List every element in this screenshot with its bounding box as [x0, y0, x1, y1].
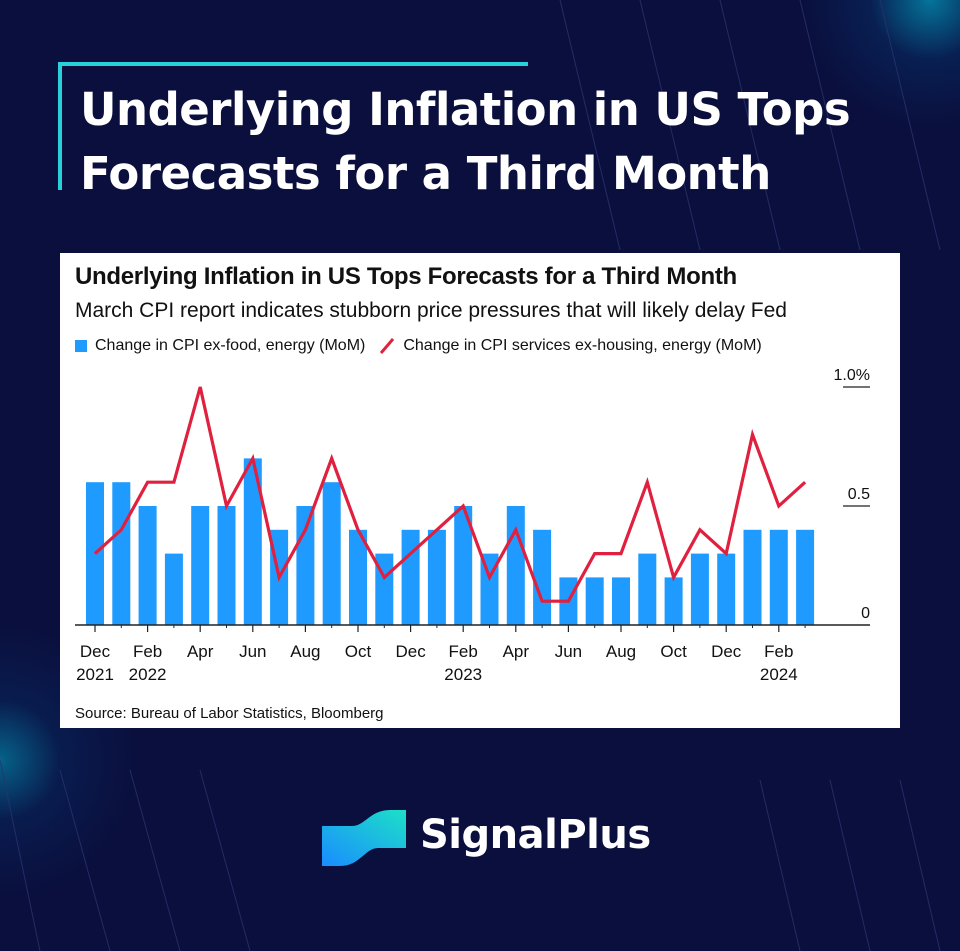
x-tick-label: Aug: [290, 642, 320, 661]
x-tick-label: Jun: [555, 642, 582, 661]
bar: [217, 506, 236, 625]
bar: [296, 506, 315, 625]
bar: [743, 529, 762, 625]
headline-frame-left: [58, 62, 62, 190]
bar: [322, 482, 341, 625]
bar: [717, 553, 736, 625]
chart-subtitle: March CPI report indicates stubborn pric…: [75, 299, 787, 322]
bar: [138, 506, 157, 625]
bar: [401, 529, 420, 625]
chart-title: Underlying Inflation in US Tops Forecast…: [75, 263, 737, 290]
bar: [533, 529, 552, 625]
bar: [612, 577, 630, 625]
headline-line-1: Underlying Inflation in US Tops: [80, 83, 851, 136]
chart-legend: Change in CPI ex-food, energy (MoM) Chan…: [75, 337, 762, 355]
chart-plot: 0 0.5 1.0% Dec 2021 Feb 2022 Apr Jun Aug Oct Dec Feb…: [75, 367, 870, 684]
bar: [769, 529, 788, 625]
x-tick-label: Feb: [133, 642, 162, 661]
y-tick-label: 0.5: [848, 486, 870, 503]
bar: [164, 553, 183, 625]
x-tick-label: Apr: [187, 642, 214, 661]
legend-bar-label: Change in CPI ex-food, energy (MoM): [95, 337, 366, 354]
x-tick-label: Apr: [503, 642, 530, 661]
headline: Underlying Inflation in US Tops Forecast…: [80, 78, 880, 206]
y-tick-label: 0: [861, 605, 870, 622]
x-tick-label: Oct: [345, 642, 372, 661]
bar: [585, 577, 604, 625]
bar: [638, 553, 657, 625]
brand-name: SignalPlus: [420, 812, 651, 858]
bar: [664, 577, 683, 625]
signalplus-logo-icon: [322, 810, 406, 866]
x-tick-label: Dec: [395, 642, 426, 661]
x-tick-label: Dec: [80, 642, 111, 661]
chart-source: Source: Bureau of Labor Statistics, Bloo…: [75, 705, 384, 722]
bar: [112, 482, 131, 625]
legend-bar-swatch: [75, 340, 87, 352]
legend-line-label: Change in CPI services ex-housing, energ…: [403, 337, 762, 354]
chart-card: Underlying Inflation in US Tops Forecast…: [60, 253, 900, 728]
bar: [796, 529, 815, 625]
line-series: [93, 386, 807, 603]
y-tick-label: 1.0%: [834, 367, 870, 384]
bar: [427, 529, 446, 625]
bar: [243, 458, 262, 625]
headline-frame-top: [58, 62, 528, 66]
x-tick-year-label: 2022: [129, 665, 167, 684]
x-tick-year-label: 2021: [76, 665, 114, 684]
x-tick-label: Jun: [239, 642, 266, 661]
headline-line-2: Forecasts for a Third Month: [80, 147, 771, 200]
bar: [191, 506, 210, 625]
x-tick-year-label: 2023: [444, 665, 482, 684]
bar: [349, 529, 367, 625]
x-tick-label: Aug: [606, 642, 636, 661]
x-tick-label: Dec: [711, 642, 742, 661]
x-tick-label: Feb: [764, 642, 793, 661]
legend-line-swatch: [380, 338, 395, 354]
x-tick-label: Feb: [449, 642, 478, 661]
bar: [454, 506, 473, 625]
bar: [690, 553, 709, 625]
x-tick-year-label: 2024: [760, 665, 798, 684]
x-tick-label: Oct: [660, 642, 687, 661]
bar: [506, 506, 525, 625]
